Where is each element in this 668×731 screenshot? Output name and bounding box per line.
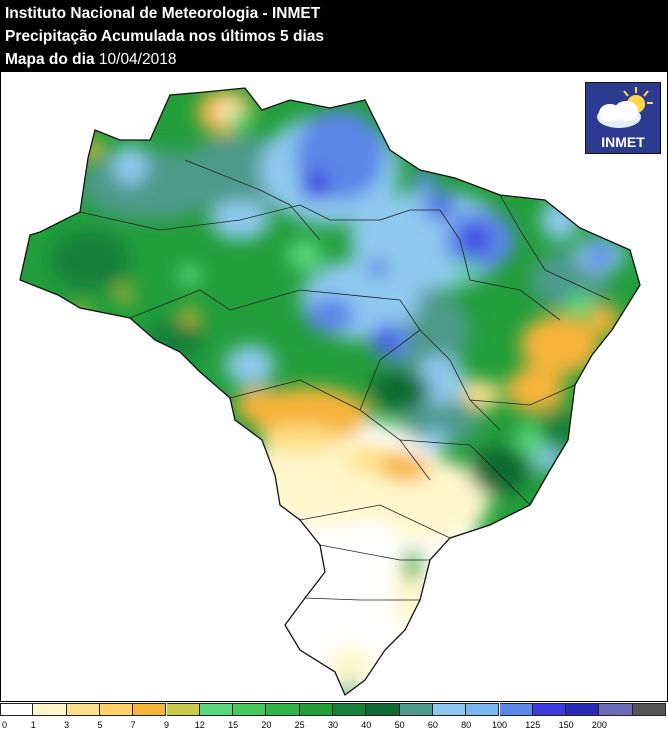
legend-tick-label: 15 — [228, 720, 239, 730]
map-date-line: Mapa do dia 10/04/2018 — [5, 50, 176, 69]
legend-swatch — [566, 703, 600, 716]
legend-swatch — [333, 703, 367, 716]
legend-swatch — [432, 703, 467, 716]
legend-tick-label: 60 — [427, 720, 438, 730]
legend-tick-label: 0 — [2, 720, 8, 730]
product-title: Precipitação Acumulada nos últimos 5 dia… — [5, 28, 324, 45]
legend-swatch — [632, 703, 666, 716]
legend-swatch — [366, 703, 400, 716]
legend-tick-label: 3 — [64, 720, 70, 730]
legend-tick-label: 7 — [130, 720, 136, 730]
legend-tick-label: 1 — [30, 720, 36, 730]
rain-blobs — [50, 90, 625, 695]
legend-tick-label: 200 — [591, 720, 607, 730]
legend-tick-label: 100 — [491, 720, 508, 730]
legend-swatch — [299, 703, 333, 716]
rainfall-field — [20, 88, 640, 695]
sun-cloud-icon — [597, 87, 653, 128]
legend-tick-label: 25 — [294, 720, 305, 730]
legend-swatch — [266, 703, 300, 716]
legend-swatch — [66, 703, 100, 716]
legend-tick-label: 50 — [394, 720, 405, 730]
legend-swatch — [33, 703, 67, 716]
legend-tick-label: 20 — [261, 720, 272, 730]
legend-swatch — [199, 703, 234, 716]
legend-tick-label: 12 — [194, 720, 205, 730]
legend-swatch — [133, 703, 167, 716]
date-label: Mapa do dia — [5, 51, 95, 68]
legend-tick-label: 150 — [558, 720, 574, 730]
map-header: Instituto Nacional de Meteorologia - INM… — [0, 0, 668, 72]
state-borders — [79, 159, 611, 601]
legend-swatch — [466, 703, 500, 716]
legend-swatch — [399, 703, 433, 716]
legend-swatch — [99, 703, 134, 716]
legend-swatch — [166, 703, 200, 716]
inmet-logo: INMET — [585, 82, 661, 154]
legend-swatch — [0, 703, 34, 716]
legend-tick-label: 5 — [97, 720, 103, 730]
legend-tick-label: 40 — [361, 720, 372, 730]
brazil-outline — [19, 87, 641, 697]
institute-title: Instituto Nacional de Meteorologia - INM… — [5, 5, 321, 22]
legend-tick-label: 80 — [461, 720, 472, 730]
precipitation-legend: 0 1 3 5 7 9 12 15 20 25 30 40 50 60 80 100 125 150 200 — [0, 703, 668, 731]
precipitation-map — [19, 87, 641, 697]
legend-tick-label: 9 — [163, 720, 170, 730]
map-date: 10/04/2018 — [98, 51, 177, 68]
logo-text: INMET — [601, 134, 645, 150]
legend-tick-label: 125 — [525, 720, 541, 730]
legend-swatch — [532, 703, 567, 716]
legend-swatch — [233, 703, 267, 716]
legend-swatch — [499, 703, 533, 716]
legend-tick-label: 30 — [327, 720, 339, 730]
legend-swatch — [599, 703, 633, 716]
